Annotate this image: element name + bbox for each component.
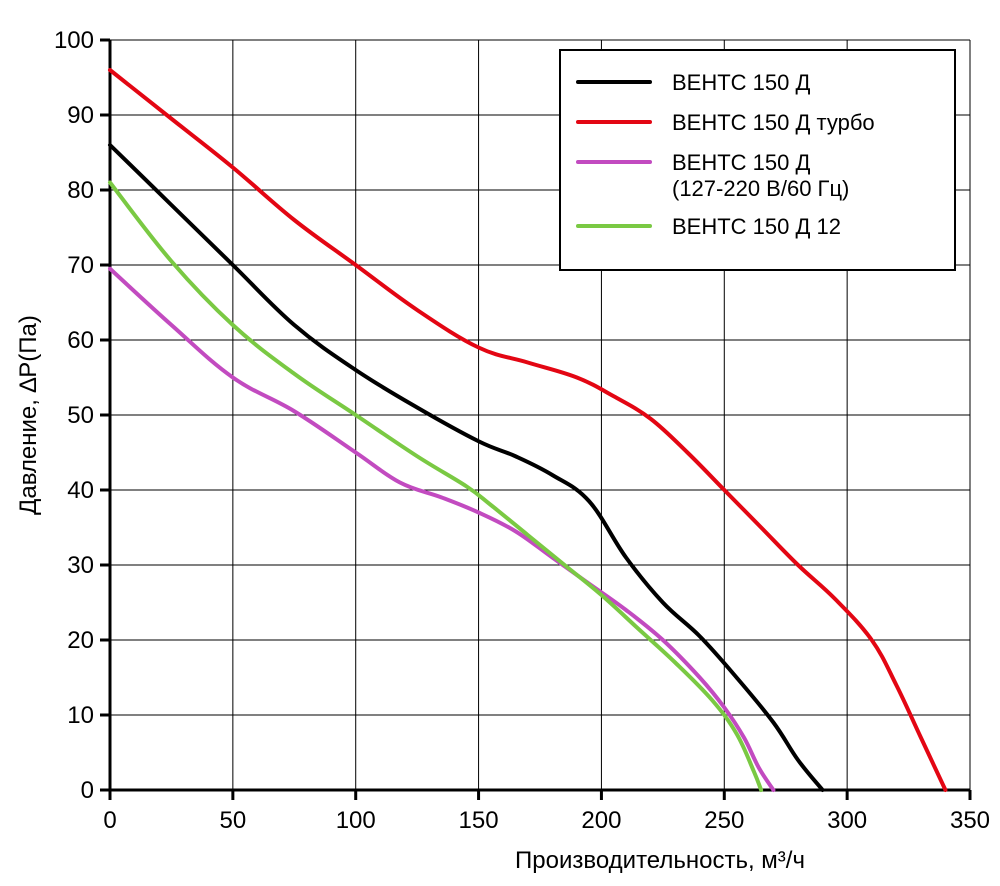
x-tick-label: 100 xyxy=(336,807,376,834)
x-tick-label: 350 xyxy=(950,807,990,834)
x-tick-label: 0 xyxy=(103,807,116,834)
legend-label: ВЕНТС 150 Д 12 xyxy=(672,214,841,239)
x-tick-label: 50 xyxy=(220,807,247,834)
y-tick-label: 0 xyxy=(81,777,94,804)
y-tick-label: 20 xyxy=(67,627,94,654)
y-tick-label: 80 xyxy=(67,177,94,204)
y-tick-label: 30 xyxy=(67,552,94,579)
y-tick-label: 100 xyxy=(54,27,94,54)
legend-label: ВЕНТС 150 Д турбо xyxy=(672,110,875,135)
chart-svg: 0 50 100 150 200 250 300 350 0 10 20 30 40 50 60 70 80 90… xyxy=(0,0,1000,886)
x-tick-label: 250 xyxy=(704,807,744,834)
x-tick-label: 150 xyxy=(459,807,499,834)
x-tick-label: 200 xyxy=(581,807,621,834)
x-tick-label: 300 xyxy=(827,807,867,834)
y-tick-label: 50 xyxy=(67,402,94,429)
y-axis-label: Давление, ∆P(Па) xyxy=(15,315,42,515)
chart-container: 0 50 100 150 200 250 300 350 0 10 20 30 40 50 60 70 80 90… xyxy=(0,0,1000,886)
y-tick-label: 70 xyxy=(67,252,94,279)
x-axis-label: Производительность, м³/ч xyxy=(515,847,805,874)
legend-label: ВЕНТС 150 Д xyxy=(672,70,810,95)
y-tick-label: 10 xyxy=(67,702,94,729)
y-tick-label: 90 xyxy=(67,102,94,129)
y-tick-label: 60 xyxy=(67,327,94,354)
y-tick-label: 40 xyxy=(67,477,94,504)
